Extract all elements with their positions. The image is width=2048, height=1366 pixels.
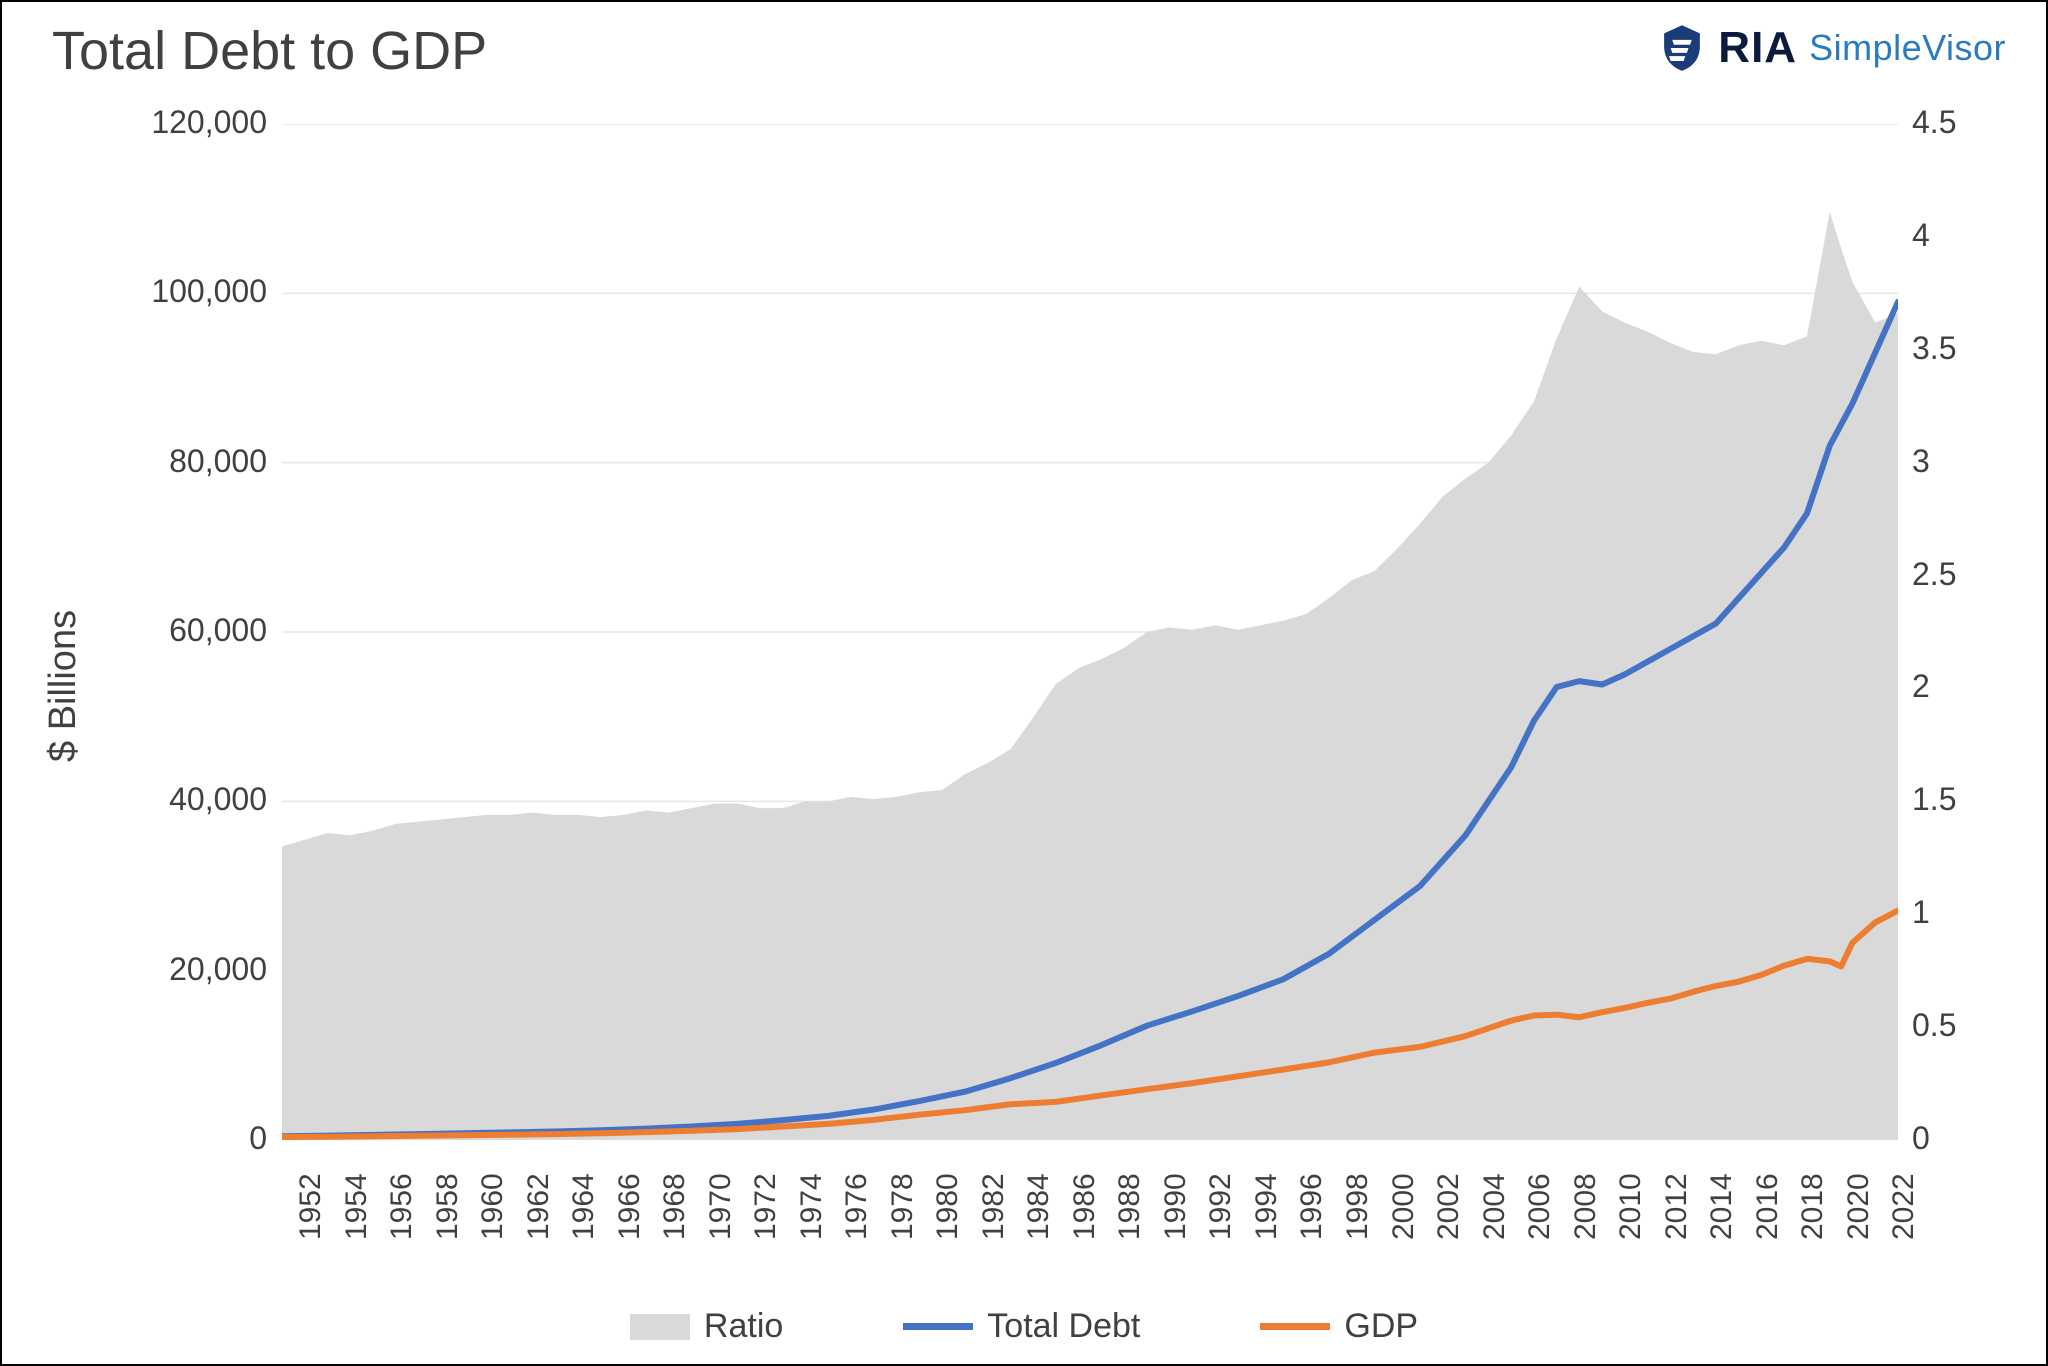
legend-item-gdp: GDP	[1260, 1307, 1418, 1346]
legend-item-ratio: Ratio	[630, 1307, 783, 1346]
legend: Ratio Total Debt GDP	[2, 1307, 2046, 1346]
x-tick-label: 1990	[1159, 1173, 1193, 1240]
x-tick-label: 1968	[658, 1173, 692, 1240]
legend-label-ratio: Ratio	[704, 1307, 783, 1346]
x-tick-label: 1982	[977, 1173, 1011, 1240]
x-tick-label: 1952	[294, 1173, 328, 1240]
x-tick-label: 1960	[476, 1173, 510, 1240]
x-tick-label: 1962	[522, 1173, 556, 1240]
x-tick-label: 1980	[931, 1173, 965, 1240]
plot-area	[282, 124, 1898, 1140]
legend-label-debt: Total Debt	[987, 1307, 1140, 1346]
y-left-tick-label: 80,000	[127, 443, 267, 480]
x-tick-label: 2016	[1751, 1173, 1785, 1240]
x-tick-label: 2006	[1523, 1173, 1557, 1240]
y-right-tick-label: 2	[1912, 668, 1992, 705]
x-tick-label: 2020	[1842, 1173, 1876, 1240]
eagle-icon	[1656, 22, 1708, 74]
brand-block: RIA SimpleVisor	[1656, 22, 2006, 74]
x-tick-label: 1994	[1250, 1173, 1284, 1240]
brand-simplevisor-text: SimpleVisor	[1809, 27, 2006, 69]
chart-frame: Total Debt to GDP RIA SimpleVisor $ Bill…	[0, 0, 2048, 1366]
y-right-tick-label: 0	[1912, 1120, 1992, 1157]
y-left-tick-label: 40,000	[127, 781, 267, 818]
x-tick-label: 2022	[1887, 1173, 1921, 1240]
y-right-tick-label: 4	[1912, 217, 1992, 254]
x-tick-label: 2008	[1569, 1173, 1603, 1240]
x-tick-label: 1974	[795, 1173, 829, 1240]
legend-item-debt: Total Debt	[903, 1307, 1140, 1346]
x-tick-label: 2004	[1478, 1173, 1512, 1240]
x-tick-label: 1956	[385, 1173, 419, 1240]
x-tick-label: 1970	[704, 1173, 738, 1240]
x-tick-label: 1992	[1204, 1173, 1238, 1240]
y-left-tick-label: 0	[127, 1120, 267, 1157]
y-right-tick-label: 3	[1912, 443, 1992, 480]
x-tick-label: 2002	[1432, 1173, 1466, 1240]
legend-line-gdp	[1260, 1323, 1330, 1330]
chart-title: Total Debt to GDP	[52, 20, 487, 82]
x-tick-label: 1954	[340, 1173, 374, 1240]
x-tick-label: 2012	[1660, 1173, 1694, 1240]
x-tick-label: 1984	[1022, 1173, 1056, 1240]
legend-line-debt	[903, 1323, 973, 1330]
y-left-tick-label: 120,000	[127, 104, 267, 141]
y-right-tick-label: 4.5	[1912, 104, 1992, 141]
y-left-tick-label: 60,000	[127, 612, 267, 649]
x-tick-label: 1978	[886, 1173, 920, 1240]
y-left-tick-label: 100,000	[127, 273, 267, 310]
y-right-tick-label: 0.5	[1912, 1007, 1992, 1044]
y-right-tick-label: 3.5	[1912, 330, 1992, 367]
legend-swatch-ratio	[630, 1314, 690, 1340]
brand-ria-text: RIA	[1718, 23, 1797, 73]
y-axis-left-label: $ Billions	[42, 610, 85, 762]
x-tick-label: 2000	[1387, 1173, 1421, 1240]
y-right-tick-label: 1.5	[1912, 781, 1992, 818]
y-right-tick-label: 2.5	[1912, 556, 1992, 593]
x-tick-label: 1958	[431, 1173, 465, 1240]
x-tick-label: 1964	[567, 1173, 601, 1240]
x-tick-label: 1996	[1295, 1173, 1329, 1240]
x-tick-label: 1986	[1068, 1173, 1102, 1240]
x-tick-label: 1972	[749, 1173, 783, 1240]
x-tick-label: 1998	[1341, 1173, 1375, 1240]
y-left-tick-label: 20,000	[127, 951, 267, 988]
x-tick-label: 2010	[1614, 1173, 1648, 1240]
x-tick-label: 1976	[840, 1173, 874, 1240]
x-tick-label: 2014	[1705, 1173, 1739, 1240]
y-right-tick-label: 1	[1912, 894, 1992, 931]
x-tick-label: 2018	[1796, 1173, 1830, 1240]
legend-label-gdp: GDP	[1344, 1307, 1418, 1346]
x-tick-label: 1988	[1113, 1173, 1147, 1240]
x-tick-label: 1966	[613, 1173, 647, 1240]
